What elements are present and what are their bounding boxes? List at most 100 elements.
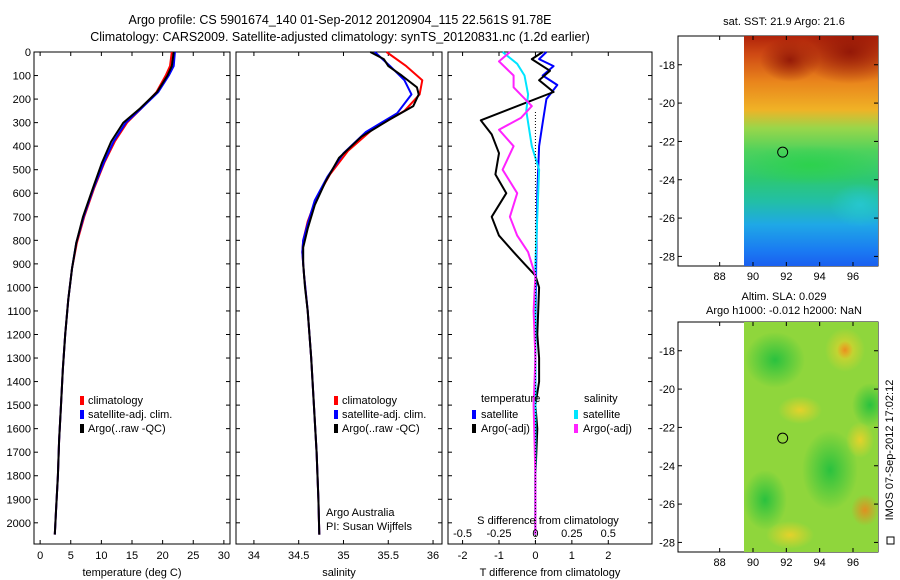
difference-top-tick-label: 0.5 xyxy=(601,528,616,540)
sst-map-axes: 88 90 92 94 96 -18 -20 -22 -24 -26 -28 xyxy=(659,36,878,283)
difference-legend-label: Argo(-adj) xyxy=(583,423,632,435)
difference-xtick-label: -1 xyxy=(494,550,504,562)
depth-tick-label: 600 xyxy=(13,188,31,200)
salinity-xtick-label: 35.5 xyxy=(378,550,399,562)
sst_map-ytick-label: -22 xyxy=(659,136,675,148)
depth-tick-label: 100 xyxy=(13,71,31,83)
temperature-xtick-label: 0 xyxy=(37,550,43,562)
difference-xlabel: T difference from climatology xyxy=(480,567,621,579)
temperature-legend-label: climatology xyxy=(88,395,144,407)
temperature-xtick-label: 5 xyxy=(68,550,74,562)
sst_map-xtick-label: 90 xyxy=(747,271,759,283)
difference-top-tick-label: 0.25 xyxy=(561,528,582,540)
sst-map: sat. SST: 21.9 Argo: 21.6 88 90 92 94 96 -18 -… xyxy=(659,16,879,283)
sst_map-xtick-label: 88 xyxy=(714,271,726,283)
sla-yellow-patch xyxy=(778,396,822,424)
difference-xtick-label: 1 xyxy=(569,550,575,562)
sst-map-title: sat. SST: 21.9 Argo: 21.6 xyxy=(723,16,845,28)
depth-tick-label: 1000 xyxy=(7,282,31,294)
sla_map-xtick-label: 96 xyxy=(847,557,859,569)
temperature-xtick-label: 10 xyxy=(95,550,107,562)
depth-tick-label: 1600 xyxy=(7,424,31,436)
salinity-xtick-label: 34 xyxy=(248,550,260,562)
sla-yellow-patch xyxy=(846,422,874,458)
difference-xtick-label: 0 xyxy=(532,550,538,562)
difference-top-xlabel: S difference from climatology xyxy=(477,515,619,527)
depth-tick-label: 1100 xyxy=(7,306,31,318)
depth-tick-label: 2000 xyxy=(7,518,31,530)
sla_map-ytick-label: -22 xyxy=(659,422,675,434)
sla_map-xtick-label: 90 xyxy=(747,557,759,569)
salinity-axes-box xyxy=(235,51,443,545)
depth-tick-label: 1500 xyxy=(7,400,31,412)
depth-tick-label: 1200 xyxy=(7,329,31,341)
argo-position-marker xyxy=(777,146,789,158)
depth-tick-label: 1700 xyxy=(7,447,31,459)
depth-tick-label: 0 xyxy=(25,47,31,59)
difference-legend-title-temperature: temperature xyxy=(481,393,540,405)
temperature-xtick-label: 20 xyxy=(157,550,169,562)
depth-tick-label: 1800 xyxy=(7,471,31,483)
argo-credit-line: Argo Australia xyxy=(326,507,395,519)
difference-axes-box xyxy=(447,51,653,545)
depth-tick-label: 1900 xyxy=(7,494,31,506)
salinity-series-argo-raw-qc- xyxy=(302,51,420,535)
temperature-xtick-label: 25 xyxy=(187,550,199,562)
temperature-xlabel: temperature (deg C) xyxy=(82,567,181,579)
depth-tick-label: 1400 xyxy=(7,377,31,389)
argo-credit-line: PI: Susan Wijffels xyxy=(326,521,412,533)
sla-green-patch xyxy=(852,383,878,427)
sst_map-xtick-label: 96 xyxy=(847,271,859,283)
salinity-xtick-label: 35 xyxy=(337,550,349,562)
sst-green-patch xyxy=(744,145,878,185)
sst_map-ytick-label: -28 xyxy=(659,251,675,263)
sla_map-ytick-label: -28 xyxy=(659,537,675,549)
sla_map-ytick-label: -20 xyxy=(659,384,675,396)
salinity-xtick-label: 34.5 xyxy=(288,550,309,562)
salinity-panel: 34 34.5 35 35.5 36 salinity climatology satelli… xyxy=(235,51,443,579)
salinity-legend-label: Argo(..raw -QC) xyxy=(342,423,420,435)
sla_map-xtick-label: 92 xyxy=(780,557,792,569)
sla-yellow-patch xyxy=(766,521,814,549)
salinity-legend-label: climatology xyxy=(342,395,398,407)
difference-legend-title-salinity: salinity xyxy=(584,393,618,405)
depth-tick-label: 900 xyxy=(13,259,31,271)
imos-timestamp: IMOS 07-Sep-2012 17:02:12 xyxy=(884,380,896,521)
difference-top-tick-label: -0.25 xyxy=(486,528,511,540)
difference-legend-label: satellite xyxy=(583,409,620,421)
sla-green-patch xyxy=(802,430,858,510)
depth-tick-label: 300 xyxy=(13,118,31,130)
difference-panel: -2 -1 0 1 2 T difference from climatology -0.5… xyxy=(447,51,653,579)
title-line-1: Argo profile: CS 5901674_140 01-Sep-2012… xyxy=(128,13,551,27)
temperature-axes-box xyxy=(33,51,231,545)
temperature-legend-label: Argo(..raw -QC) xyxy=(88,423,166,435)
sst-warm-patch xyxy=(800,36,878,84)
sla_map-xtick-label: 94 xyxy=(814,557,826,569)
sla-map: Altim. SLA: 0.029 Argo h1000: -0.012 h20… xyxy=(659,291,879,569)
temperature-xtick-label: 15 xyxy=(126,550,138,562)
sla_map-ytick-label: -18 xyxy=(659,346,675,358)
argo-position-marker xyxy=(777,432,789,444)
sst-cyan-patch xyxy=(830,183,878,227)
sst_map-ytick-label: -26 xyxy=(659,213,675,225)
sst_map-ytick-label: -18 xyxy=(659,60,675,72)
sla-green-patch xyxy=(745,332,805,388)
sla-map-title-2: Argo h1000: -0.012 h2000: NaN xyxy=(706,305,862,317)
difference-legend-label: Argo(-adj) xyxy=(481,423,530,435)
difference-xtick-label: 2 xyxy=(605,550,611,562)
sst_map-xtick-label: 92 xyxy=(780,271,792,283)
sst_map-xtick-label: 94 xyxy=(814,271,826,283)
difference-top-tick-label: -0.5 xyxy=(453,528,472,540)
difference-series-t-argo-adj- xyxy=(479,51,555,535)
sla-orange-patch xyxy=(851,494,878,526)
depth-tick-label: 800 xyxy=(13,235,31,247)
difference-xtick-label: -2 xyxy=(458,550,468,562)
temperature-xtick-label: 30 xyxy=(218,550,230,562)
sla-map-axes: 88 90 92 94 96 -18 -20 -22 -24 -26 -28 xyxy=(659,322,878,569)
sla_map-ytick-label: -24 xyxy=(659,461,675,473)
salinity-xtick-label: 36 xyxy=(427,550,439,562)
depth-tick-label: 400 xyxy=(13,141,31,153)
temperature-legend-label: satellite-adj. clim. xyxy=(88,409,172,421)
depth-tick-label: 200 xyxy=(13,94,31,106)
